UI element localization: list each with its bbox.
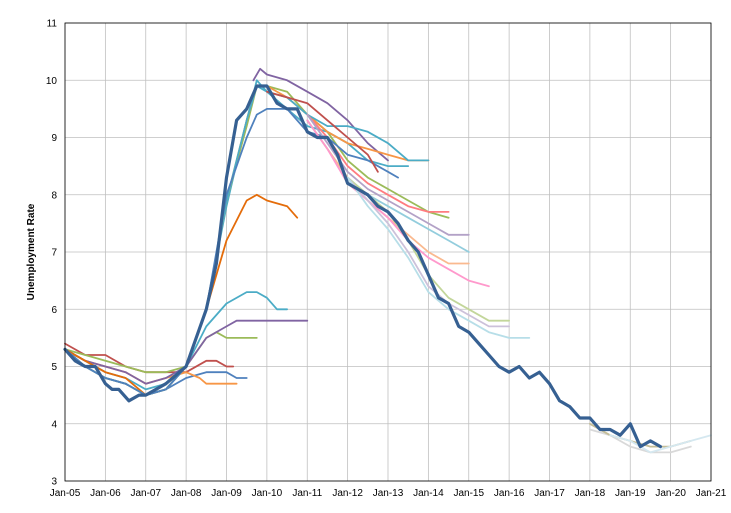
plot-frame bbox=[64, 22, 712, 482]
x-tick-label: Jan-11 bbox=[292, 488, 322, 499]
x-tick-labels: Jan-05 Jan-06 Jan-07 Jan-08 Jan-09 Jan-10 Jan-… bbox=[50, 488, 727, 499]
y-tick-label: 4 bbox=[51, 419, 57, 430]
y-tick-label: 5 bbox=[51, 362, 57, 373]
y-tick-labels: 3 4 5 6 7 8 9 10 11 bbox=[46, 19, 58, 488]
y-tick-label: 8 bbox=[51, 190, 57, 201]
y-tick-label: 6 bbox=[51, 305, 57, 316]
series-line bbox=[306, 113, 470, 236]
y-tick-label: 9 bbox=[51, 133, 57, 144]
x-tick-label: Jan-07 bbox=[130, 488, 161, 499]
x-tick-label: Jan-13 bbox=[373, 488, 404, 499]
x-tick-label: Jan-15 bbox=[453, 488, 484, 499]
x-tick-label: Jan-16 bbox=[494, 488, 525, 499]
x-tick-label: Jan-17 bbox=[534, 488, 565, 499]
series-line bbox=[346, 176, 510, 328]
series-line bbox=[306, 119, 490, 288]
series-line bbox=[609, 434, 712, 454]
series-line bbox=[346, 176, 531, 339]
series-line bbox=[266, 90, 379, 173]
x-tick-label: Jan-19 bbox=[615, 488, 646, 499]
y-tick-label: 10 bbox=[46, 76, 58, 87]
series-line bbox=[64, 331, 258, 374]
x-tick-label: Jan-14 bbox=[413, 488, 444, 499]
y-tick-label: 7 bbox=[51, 248, 57, 259]
y-axis-title: Unemployment Rate bbox=[26, 203, 37, 300]
x-tick-label: Jan-20 bbox=[655, 488, 686, 499]
series-layer bbox=[63, 67, 712, 454]
x-tick-label: Jan-08 bbox=[171, 488, 202, 499]
axis-layer bbox=[64, 22, 712, 482]
x-tick-label: Jan-09 bbox=[211, 488, 242, 499]
x-tick-label: Jan-10 bbox=[252, 488, 283, 499]
y-tick-label: 11 bbox=[47, 19, 58, 30]
series-line bbox=[252, 67, 389, 162]
x-tick-label: Jan-05 bbox=[50, 488, 81, 499]
x-tick-label: Jan-06 bbox=[90, 488, 121, 499]
x-tick-label: Jan-21 bbox=[696, 488, 727, 499]
series-line bbox=[64, 108, 399, 396]
series-line bbox=[63, 84, 663, 449]
x-tick-label: Jan-18 bbox=[575, 488, 606, 499]
x-tick-label: Jan-12 bbox=[332, 488, 363, 499]
y-tick-label: 3 bbox=[51, 477, 57, 488]
